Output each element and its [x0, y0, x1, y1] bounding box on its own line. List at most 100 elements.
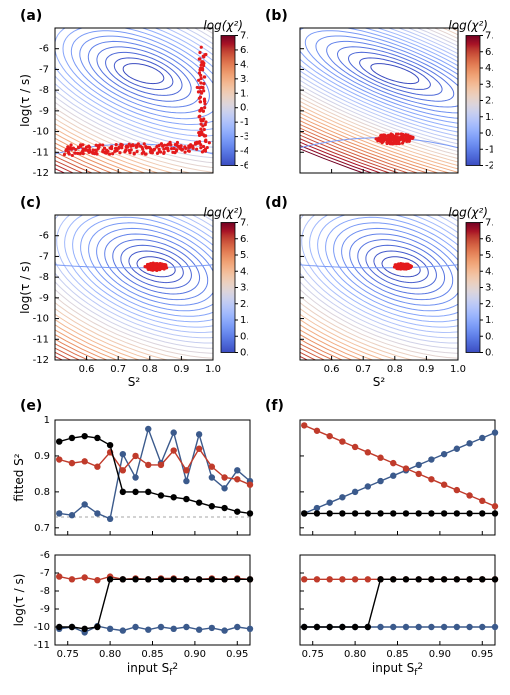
svg-text:0.75: 0.75 [302, 649, 324, 660]
svg-text:0.95: 0.95 [471, 649, 493, 660]
svg-text:4.8: 4.8 [485, 63, 493, 74]
ylabel: log(τ / s) [20, 74, 32, 127]
svg-text:0.85: 0.85 [141, 649, 163, 660]
svg-text:2.7: 2.7 [240, 299, 248, 310]
svg-text:0.9: 0.9 [173, 364, 189, 375]
panel-label-c: (c) [20, 195, 41, 211]
ylabel: log(τ / s) [20, 261, 32, 314]
svg-text:-1.2: -1.2 [485, 144, 493, 155]
svg-text:2.7: 2.7 [485, 299, 493, 310]
svg-text:3.6: 3.6 [485, 79, 493, 90]
svg-text:-8: -8 [39, 85, 49, 96]
svg-text:1.0: 1.0 [205, 364, 221, 375]
colorbar-title: log(χ²) [448, 19, 488, 33]
svg-text:0.0: 0.0 [485, 348, 493, 359]
panel-label-f: (f) [265, 398, 284, 414]
colorbar-title: log(χ²) [203, 206, 243, 220]
svg-text:log(τ / s): log(τ / s) [12, 574, 26, 627]
svg-text:fitted S²: fitted S² [12, 453, 26, 501]
svg-text:-10: -10 [33, 127, 49, 138]
svg-text:-8: -8 [39, 272, 49, 283]
panel-c: 0.6 0.7 0.8 0.9 1.0 -12 -11 -10 -9 -8 -7 -6 log(τ / … [20, 205, 248, 390]
svg-text:-1.5: -1.5 [240, 117, 248, 128]
svg-text:1: 1 [44, 415, 50, 426]
panel-label-d: (d) [265, 195, 288, 211]
svg-text:0.9: 0.9 [418, 364, 434, 375]
svg-text:-6.0: -6.0 [240, 161, 248, 172]
svg-text:0.0: 0.0 [485, 128, 493, 139]
panel-a: -12 -11 -10 -9 -8 -7 -6 log(τ / s) -6.0 -4.5 -3.0 -… [20, 18, 248, 203]
svg-text:-7: -7 [39, 64, 49, 75]
svg-text:4.5: 4.5 [485, 266, 493, 277]
svg-text:0.7: 0.7 [34, 523, 50, 534]
panel-f-top [255, 415, 505, 565]
svg-text:6.3: 6.3 [240, 234, 248, 245]
svg-text:-12: -12 [33, 355, 49, 366]
svg-text:0.9: 0.9 [485, 331, 493, 342]
svg-text:-10: -10 [34, 622, 50, 633]
svg-text:-9: -9 [39, 106, 49, 117]
svg-text:1.8: 1.8 [240, 315, 248, 326]
panel-e-top: 0.7 0.8 0.9 1 fitted S² [10, 415, 260, 565]
svg-text:6.0: 6.0 [485, 47, 493, 58]
svg-text:0.85: 0.85 [386, 649, 408, 660]
svg-text:0.0: 0.0 [240, 348, 248, 359]
svg-text:-9: -9 [40, 604, 50, 615]
panel-f-bot: 0.75 0.80 0.85 0.90 0.95 input Sf2 [255, 550, 505, 675]
svg-text:-2.4: -2.4 [485, 161, 493, 172]
svg-text:3.6: 3.6 [485, 283, 493, 294]
svg-text:-11: -11 [34, 640, 50, 651]
svg-text:S²: S² [373, 375, 386, 389]
svg-text:-12: -12 [33, 168, 49, 179]
svg-text:0.9: 0.9 [34, 451, 50, 462]
svg-text:0.95: 0.95 [226, 649, 248, 660]
svg-text:input Sf2: input Sf2 [372, 661, 423, 675]
svg-text:0.9: 0.9 [240, 331, 248, 342]
svg-text:1.0: 1.0 [450, 364, 466, 375]
svg-text:-8: -8 [40, 586, 50, 597]
svg-text:-3.0: -3.0 [240, 132, 248, 143]
panel-label-b: (b) [265, 8, 288, 24]
svg-text:4.5: 4.5 [240, 59, 248, 70]
svg-text:-10: -10 [33, 314, 49, 325]
svg-text:S²: S² [128, 375, 141, 389]
colorbar-title: log(χ²) [448, 206, 488, 220]
svg-text:5.4: 5.4 [240, 250, 248, 261]
svg-text:0.7: 0.7 [110, 364, 126, 375]
svg-text:0.8: 0.8 [142, 364, 158, 375]
svg-text:0.8: 0.8 [34, 487, 50, 498]
svg-text:1.5: 1.5 [240, 88, 248, 99]
svg-text:-11: -11 [33, 334, 49, 345]
svg-text:-6: -6 [39, 44, 49, 55]
svg-text:-4.5: -4.5 [240, 146, 248, 157]
svg-text:1.2: 1.2 [485, 112, 493, 123]
svg-text:2.4: 2.4 [485, 96, 493, 107]
svg-text:1.8: 1.8 [485, 315, 493, 326]
svg-text:6.0: 6.0 [240, 45, 248, 56]
svg-text:0.0: 0.0 [240, 103, 248, 114]
panel-b: -2.4-1.20.01.22.43.64.86.07.2log(χ²) [265, 18, 493, 203]
svg-text:0.75: 0.75 [57, 649, 79, 660]
panel-label-e: (e) [20, 398, 42, 414]
svg-text:-11: -11 [33, 147, 49, 158]
panel-d: 0.60.70.80.91.0S²0.00.91.82.73.64.55.46.… [265, 205, 493, 390]
colorbar-title: log(χ²) [203, 19, 243, 33]
svg-text:input Sf2: input Sf2 [127, 661, 178, 675]
svg-text:-7: -7 [39, 251, 49, 262]
svg-text:3.6: 3.6 [240, 283, 248, 294]
svg-text:0.6: 0.6 [324, 364, 340, 375]
panel-e-bot: 0.750.800.850.900.95-11-10-9-8-7-6log(τ … [10, 550, 260, 675]
svg-text:-6: -6 [40, 550, 50, 561]
svg-text:0.80: 0.80 [99, 649, 121, 660]
svg-text:0.90: 0.90 [429, 649, 451, 660]
svg-text:0.7: 0.7 [355, 364, 371, 375]
svg-text:5.4: 5.4 [485, 250, 493, 261]
svg-text:4.5: 4.5 [240, 266, 248, 277]
svg-text:-6: -6 [39, 231, 49, 242]
svg-text:0.80: 0.80 [344, 649, 366, 660]
svg-text:-9: -9 [39, 293, 49, 304]
svg-text:0.8: 0.8 [387, 364, 403, 375]
svg-text:0.6: 0.6 [79, 364, 95, 375]
svg-text:3.0: 3.0 [240, 74, 248, 85]
panel-label-a: (a) [20, 8, 42, 24]
